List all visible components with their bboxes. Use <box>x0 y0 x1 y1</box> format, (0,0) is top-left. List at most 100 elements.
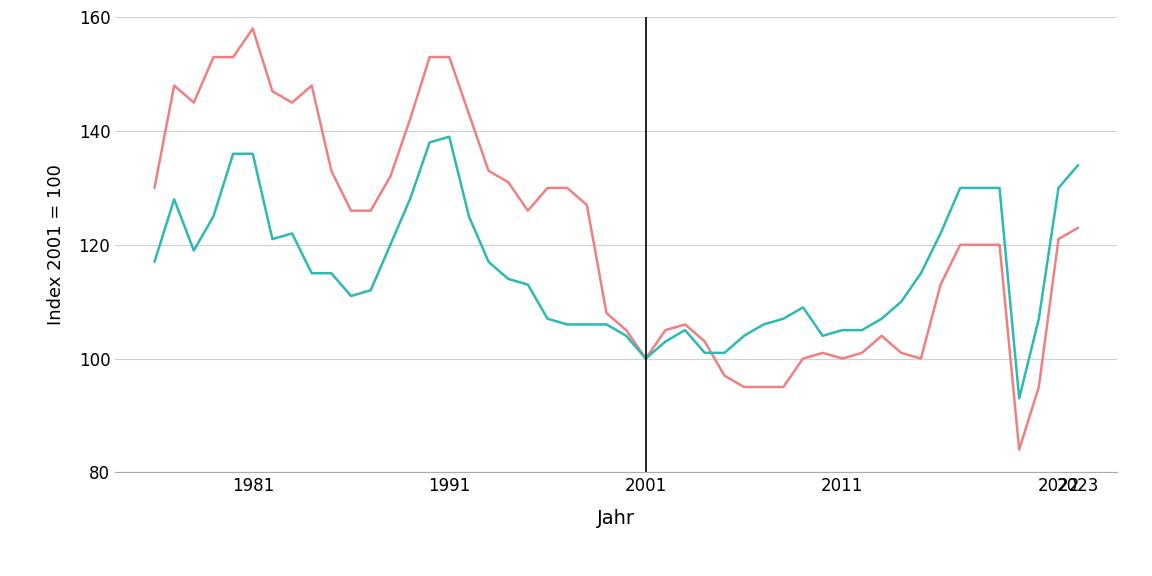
Tirol <box>305 270 319 276</box>
Kufstein <box>914 355 927 362</box>
Tirol <box>462 213 476 220</box>
Kufstein <box>540 184 554 191</box>
Tirol <box>1032 315 1046 322</box>
Tirol <box>776 315 790 322</box>
Tirol <box>560 321 574 328</box>
Tirol <box>894 298 908 305</box>
Tirol <box>639 355 653 362</box>
Tirol <box>855 327 869 334</box>
Tirol <box>286 230 300 237</box>
Kufstein <box>403 116 417 123</box>
Kufstein <box>286 99 300 106</box>
Kufstein <box>187 99 200 106</box>
Tirol <box>933 230 947 237</box>
Kufstein <box>1071 224 1085 231</box>
Kufstein <box>265 88 279 94</box>
Kufstein <box>245 25 259 32</box>
Kufstein <box>1032 384 1046 391</box>
Tirol <box>147 259 161 266</box>
Tirol <box>874 315 888 322</box>
Tirol <box>482 259 495 266</box>
Kufstein <box>226 54 240 60</box>
Kufstein <box>384 173 397 180</box>
Kufstein <box>482 168 495 175</box>
Tirol <box>718 350 732 357</box>
Kufstein <box>757 384 771 391</box>
Kufstein <box>1052 236 1066 242</box>
Tirol <box>954 184 968 191</box>
Tirol <box>1013 395 1026 402</box>
Tirol <box>245 150 259 157</box>
Y-axis label: Index 2001 = 100: Index 2001 = 100 <box>47 164 65 325</box>
Tirol <box>835 327 849 334</box>
Tirol <box>167 196 181 203</box>
Kufstein <box>954 241 968 248</box>
Kufstein <box>874 332 888 339</box>
Line: Kufstein: Kufstein <box>154 29 1078 449</box>
Kufstein <box>521 207 535 214</box>
Tirol <box>973 184 987 191</box>
Tirol <box>737 332 751 339</box>
Kufstein <box>679 321 692 328</box>
Tirol <box>1052 184 1066 191</box>
Kufstein <box>305 82 319 89</box>
Tirol <box>226 150 240 157</box>
Tirol <box>679 327 692 334</box>
Line: Tirol: Tirol <box>154 137 1078 399</box>
Tirol <box>599 321 613 328</box>
Tirol <box>914 270 927 276</box>
Kufstein <box>167 82 181 89</box>
Tirol <box>206 213 220 220</box>
Kufstein <box>147 184 161 191</box>
Tirol <box>423 139 437 146</box>
Tirol <box>659 338 673 345</box>
Kufstein <box>206 54 220 60</box>
Tirol <box>344 293 358 300</box>
Tirol <box>579 321 593 328</box>
Tirol <box>501 275 515 282</box>
Kufstein <box>993 241 1007 248</box>
Kufstein <box>325 168 339 175</box>
Kufstein <box>579 202 593 209</box>
Kufstein <box>620 327 634 334</box>
Tirol <box>521 281 535 288</box>
Tirol <box>1071 162 1085 169</box>
Kufstein <box>737 384 751 391</box>
Tirol <box>384 241 397 248</box>
Kufstein <box>344 207 358 214</box>
Tirol <box>620 332 634 339</box>
Kufstein <box>599 309 613 316</box>
Kufstein <box>796 355 810 362</box>
Tirol <box>757 321 771 328</box>
Tirol <box>442 133 456 140</box>
Kufstein <box>1013 446 1026 453</box>
Kufstein <box>639 355 653 362</box>
X-axis label: Jahr: Jahr <box>598 509 635 528</box>
Kufstein <box>835 355 849 362</box>
Kufstein <box>816 350 829 357</box>
Tirol <box>796 304 810 311</box>
Tirol <box>325 270 339 276</box>
Kufstein <box>776 384 790 391</box>
Kufstein <box>423 54 437 60</box>
Kufstein <box>659 327 673 334</box>
Kufstein <box>973 241 987 248</box>
Kufstein <box>855 350 869 357</box>
Tirol <box>540 315 554 322</box>
Kufstein <box>501 179 515 185</box>
Kufstein <box>442 54 456 60</box>
Kufstein <box>364 207 378 214</box>
Kufstein <box>698 338 712 345</box>
Tirol <box>364 287 378 294</box>
Tirol <box>816 332 829 339</box>
Kufstein <box>462 111 476 118</box>
Kufstein <box>718 372 732 379</box>
Tirol <box>993 184 1007 191</box>
Tirol <box>698 350 712 357</box>
Kufstein <box>560 184 574 191</box>
Tirol <box>187 247 200 254</box>
Tirol <box>403 196 417 203</box>
Kufstein <box>933 281 947 288</box>
Tirol <box>265 236 279 242</box>
Kufstein <box>894 350 908 357</box>
